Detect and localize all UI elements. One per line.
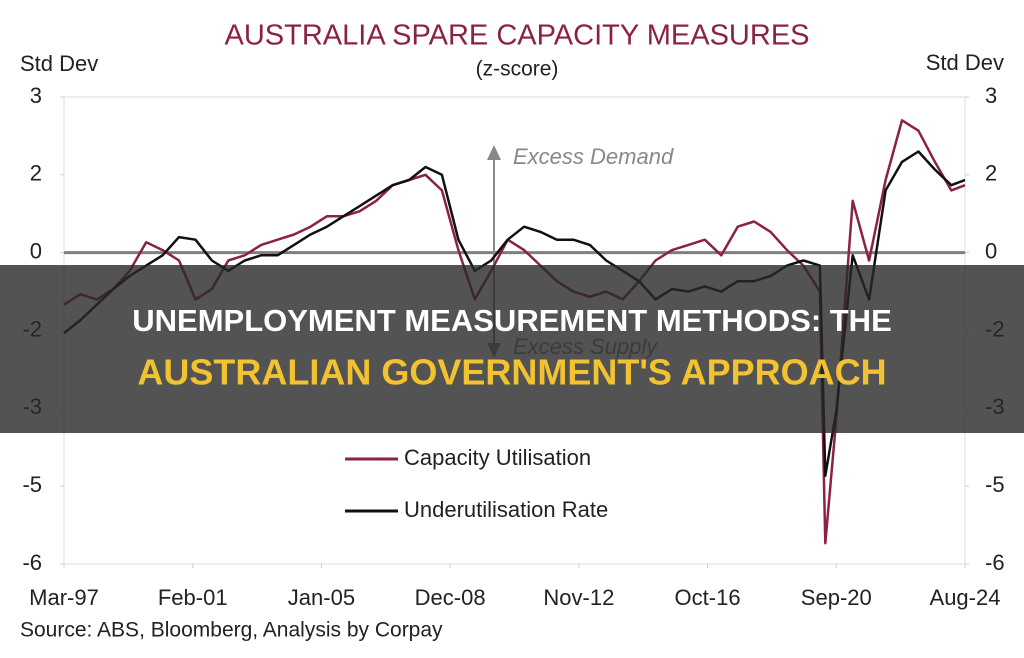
- banner: [0, 265, 1024, 433]
- x-tick-label: Mar-97: [29, 585, 99, 610]
- y-tick-label: -6: [22, 550, 42, 575]
- y-tick-label: -5: [22, 472, 42, 497]
- annotation: Excess Demand: [513, 144, 674, 169]
- legend-label: Capacity Utilisation: [404, 445, 591, 470]
- y2-tick-label: 3: [985, 83, 997, 108]
- y2-tick-label: 2: [985, 161, 997, 186]
- source-note: Source: ABS, Bloomberg, Analysis by Corp…: [20, 619, 443, 642]
- y-tick-label: 3: [30, 83, 42, 108]
- chart-title: AUSTRALIA SPARE CAPACITY MEASURES: [225, 20, 810, 52]
- x-tick-label: Nov-12: [543, 585, 614, 610]
- x-tick-label: Dec-08: [415, 585, 486, 610]
- y-tick-label: 0: [30, 238, 42, 263]
- x-tick-label: Sep-20: [801, 585, 872, 610]
- chart-subtitle: (z-score): [476, 58, 559, 81]
- banner-line: UNEMPLOYMENT MEASUREMENT METHODS: THE: [132, 303, 892, 338]
- x-tick-label: Feb-01: [158, 585, 228, 610]
- y2-tick-label: 0: [985, 238, 997, 263]
- arrow-head: [487, 145, 501, 160]
- x-tick-label: Aug-24: [930, 585, 1001, 610]
- x-tick-label: Oct-16: [675, 585, 741, 610]
- banner-line: AUSTRALIAN GOVERNMENT'S APPROACH: [137, 352, 886, 393]
- y2-tick-label: -6: [985, 550, 1005, 575]
- y2-tick-label: -5: [985, 472, 1005, 497]
- legend-label: Underutilisation Rate: [404, 497, 608, 522]
- y2-axis-label: Std Dev: [926, 50, 1004, 75]
- y-tick-label: 2: [30, 161, 42, 186]
- x-tick-label: Jan-05: [288, 585, 355, 610]
- y-axis-label: Std Dev: [20, 51, 98, 76]
